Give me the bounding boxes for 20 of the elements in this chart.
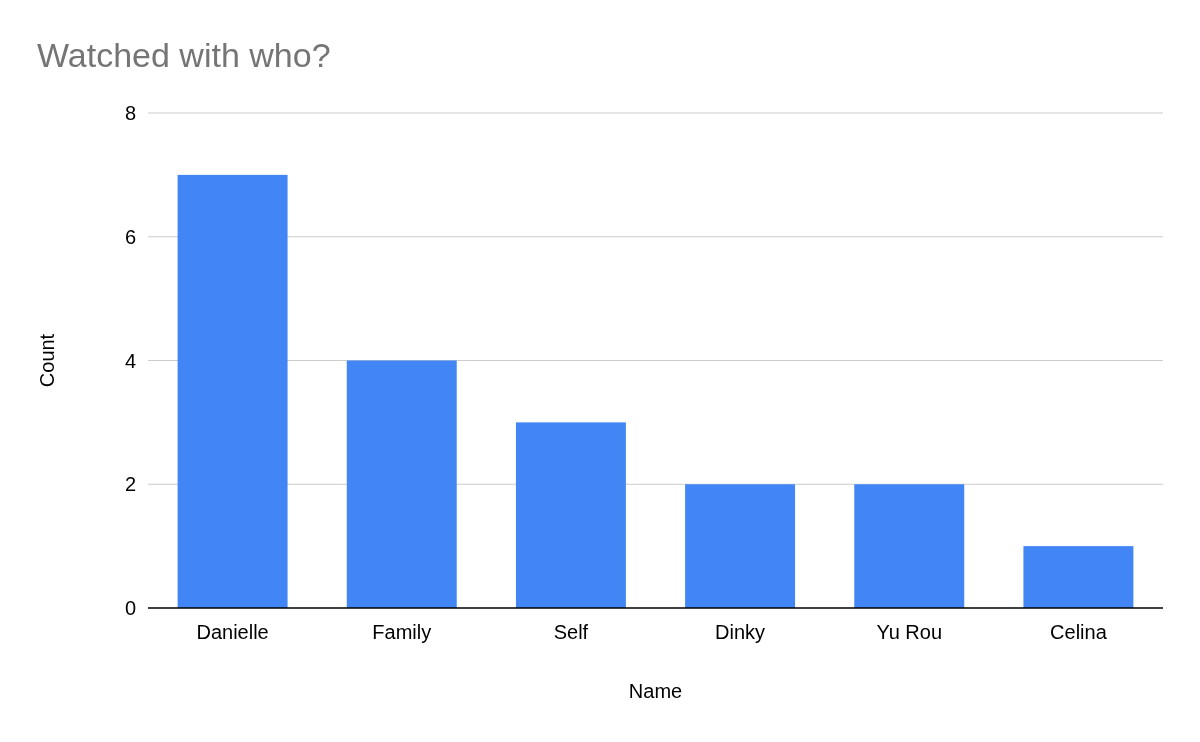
y-tick-label: 4 xyxy=(124,349,136,372)
x-tick-label: Dinky xyxy=(715,621,766,643)
bar xyxy=(1023,546,1134,608)
x-tick-label: Family xyxy=(372,621,432,643)
bar xyxy=(685,484,796,608)
chart-title: Watched with who? xyxy=(37,36,331,74)
bar xyxy=(346,360,457,608)
x-axis-title: Name xyxy=(628,680,683,702)
y-tick-label: 2 xyxy=(124,473,136,496)
bar xyxy=(177,174,288,608)
x-tick-label: Celina xyxy=(1050,621,1108,643)
y-tick-label: 6 xyxy=(124,225,136,248)
x-tick-label: Yu Rou xyxy=(876,621,943,643)
x-tick-label: Danielle xyxy=(196,621,269,643)
bar xyxy=(515,422,626,608)
x-tick-label: Self xyxy=(553,621,589,643)
y-tick-label: 0 xyxy=(124,597,136,619)
y-tick-label: 8 xyxy=(124,102,136,124)
bar xyxy=(854,484,965,608)
y-axis-title: Count xyxy=(36,333,58,388)
